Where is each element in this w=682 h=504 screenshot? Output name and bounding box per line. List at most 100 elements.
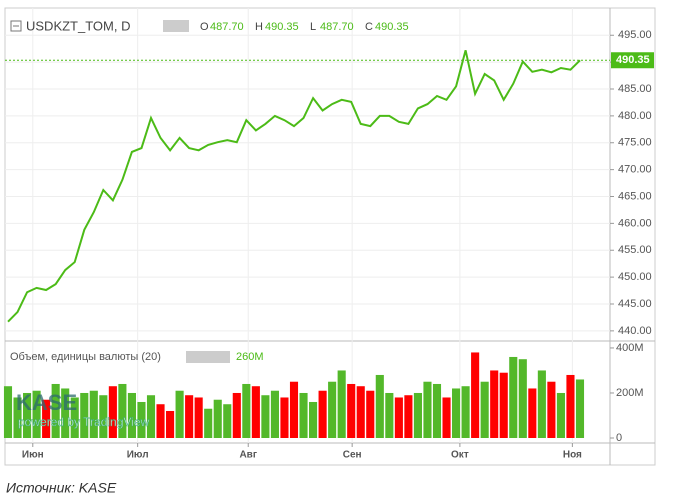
volume-bar <box>185 395 194 438</box>
volume-bar <box>518 359 527 438</box>
ohlc-value: 487.70 <box>210 21 244 33</box>
volume-bar <box>32 390 41 438</box>
ohlc-key: L <box>310 21 316 33</box>
settings-icons[interactable] <box>163 20 189 32</box>
y-tick-label: 200M <box>616 387 644 399</box>
volume-bar <box>375 374 384 438</box>
volume-bar <box>509 356 518 438</box>
caption: Источник: KASE <box>6 480 117 496</box>
volume-bar <box>99 395 108 438</box>
volume-bar <box>270 390 279 438</box>
volume-bar <box>413 392 422 438</box>
volume-bar <box>356 386 365 438</box>
x-tick-label: Июл <box>127 450 149 461</box>
x-tick-label: Авг <box>239 450 257 461</box>
volume-bar <box>137 401 146 438</box>
volume-bar <box>461 386 470 438</box>
y-tick-label: 400M <box>616 342 644 354</box>
last-price-label: 490.35 <box>616 54 650 66</box>
volume-bar <box>3 386 13 438</box>
volume-bar <box>289 381 299 438</box>
volume-bar <box>490 370 499 438</box>
volume-bar <box>118 383 127 438</box>
y-tick-label: 480.00 <box>618 110 652 122</box>
volume-bar <box>404 395 413 438</box>
ohlc-key: O <box>200 21 209 33</box>
x-tick-label: Ноя <box>563 450 582 461</box>
last-price-box <box>611 52 654 69</box>
volume-bar <box>537 370 546 438</box>
volume-bar <box>385 392 394 438</box>
volume-bar <box>318 390 327 438</box>
volume-bar <box>547 381 556 438</box>
volume-bar <box>51 383 60 438</box>
x-tick-label: Окт <box>451 450 469 461</box>
x-tick-label: Сен <box>343 450 362 461</box>
y-tick-label: 495.00 <box>618 29 652 41</box>
volume-bar <box>471 352 480 438</box>
volume-bar <box>251 386 260 438</box>
y-tick-label: 450.00 <box>618 271 652 283</box>
y-tick-label: 460.00 <box>618 217 652 229</box>
y-tick-label: 0 <box>616 432 622 444</box>
volume-bar <box>166 410 175 438</box>
y-tick-label: 465.00 <box>618 190 652 202</box>
volume-bar <box>89 390 98 438</box>
volume-bar <box>213 399 222 438</box>
ohlc-value: 487.70 <box>320 21 354 33</box>
volume-bar <box>452 388 461 438</box>
volume-bar <box>442 397 451 438</box>
y-tick-label: 455.00 <box>618 244 652 256</box>
volume-bar <box>566 374 575 438</box>
y-tick-label: 440.00 <box>618 325 652 337</box>
y-tick-label: 485.00 <box>618 83 652 95</box>
volume-bar <box>156 404 165 438</box>
volume-icons[interactable] <box>186 351 230 363</box>
volume-bar <box>61 388 70 438</box>
volume-bar <box>194 397 203 438</box>
volume-bar <box>242 383 251 438</box>
volume-bar <box>480 381 489 438</box>
volume-bar <box>261 395 270 438</box>
volume-bar <box>108 386 117 438</box>
volume-bar <box>146 395 156 438</box>
volume-bar <box>223 404 232 438</box>
y-tick-label: 475.00 <box>618 137 652 149</box>
volume-bar <box>337 370 346 438</box>
volume-bar <box>394 397 403 438</box>
volume-bar <box>528 388 537 438</box>
volume-bar <box>347 383 356 438</box>
volume-legend: Объем, единицы валюты (20) <box>10 351 161 363</box>
ohlc-key: H <box>255 21 263 33</box>
volume-bar <box>575 379 585 438</box>
volume-bar <box>42 399 51 438</box>
volume-bar <box>423 381 432 438</box>
y-tick-label: 470.00 <box>618 164 652 176</box>
watermark-logo: KASE <box>16 390 77 415</box>
volume-bar <box>366 390 375 438</box>
ohlc-value: 490.35 <box>375 21 409 33</box>
x-tick-label: Июн <box>22 450 44 461</box>
ohlc-value: 490.35 <box>265 21 299 33</box>
volume-bar <box>432 383 442 438</box>
volume-bar <box>328 381 337 438</box>
volume-bar <box>280 397 289 438</box>
price-line <box>7 50 581 323</box>
volume-bar <box>299 392 308 438</box>
volume-bar <box>13 397 22 438</box>
volume-last: 260M <box>236 351 264 363</box>
volume-bar <box>204 408 213 438</box>
symbol: USDKZT_TOM, D <box>26 18 131 33</box>
volume-bar <box>127 392 136 438</box>
watermark-powered: powered by TradingView <box>18 415 150 429</box>
collapse-icon[interactable] <box>10 20 22 32</box>
volume-bar <box>556 392 565 438</box>
volume-bar <box>23 392 32 438</box>
volume-bar <box>499 372 508 438</box>
ohlc-key: C <box>365 21 373 33</box>
volume-bar <box>309 401 318 438</box>
volume-bar <box>80 392 89 438</box>
volume-bar <box>232 392 241 438</box>
y-tick-label: 445.00 <box>618 298 652 310</box>
